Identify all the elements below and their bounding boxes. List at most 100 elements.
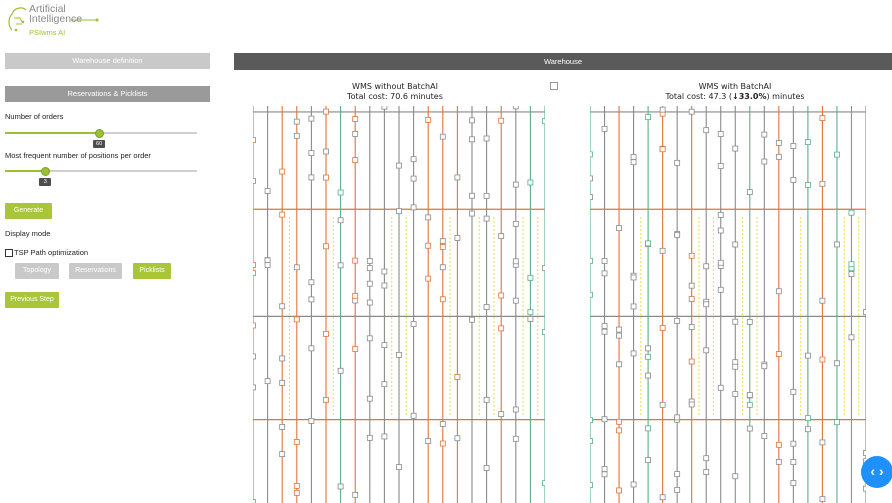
pick-marker (366, 280, 373, 287)
positions-slider-fill (5, 170, 46, 172)
pick-marker (630, 350, 637, 357)
pick-marker (601, 466, 608, 472)
pick-marker (253, 137, 256, 144)
pick-marker (819, 297, 826, 304)
pick-marker (790, 143, 797, 149)
map-layer (253, 106, 545, 503)
pick-marker (469, 136, 475, 143)
pick-marker (352, 130, 359, 137)
pick-marker (337, 217, 344, 224)
tsp-checkbox[interactable] (5, 249, 13, 257)
pick-marker (659, 106, 666, 113)
pick-marker (352, 116, 359, 122)
pick-marker (590, 291, 593, 298)
pick-marker (439, 440, 446, 447)
pick-marker (746, 189, 753, 196)
pick-marker (775, 441, 782, 448)
pick-marker (688, 252, 695, 259)
pick-marker (439, 243, 446, 250)
map-layer (590, 106, 866, 503)
pick-marker (352, 491, 359, 498)
pick-marker (659, 401, 666, 408)
pick-marker (688, 108, 695, 115)
pick-marker (469, 316, 475, 323)
pick-marker (381, 106, 388, 110)
reservations-picklists-button[interactable]: Reservations & Picklists (5, 86, 210, 102)
pick-marker (732, 363, 739, 370)
pick-marker (804, 352, 811, 359)
right-panel-cost: Total cost: 47.3 (↓33.0%) minutes (615, 92, 855, 102)
topology-button[interactable]: Topology (15, 263, 59, 279)
pick-marker (645, 425, 652, 432)
download-icon[interactable] (550, 82, 558, 90)
pick-marker (279, 211, 286, 218)
positions-slider[interactable] (5, 166, 197, 176)
pick-marker (674, 318, 681, 324)
pick-marker (483, 135, 490, 142)
pick-marker (703, 455, 710, 462)
pick-marker (732, 318, 739, 325)
pick-marker (512, 297, 519, 304)
pick-marker (645, 353, 652, 360)
picklists-button[interactable]: Picklists (133, 263, 171, 279)
pick-marker (512, 106, 519, 110)
previous-step-button[interactable]: Previous Step (5, 292, 59, 308)
pick-marker (410, 175, 417, 182)
pick-marker (703, 263, 710, 270)
pick-marker (337, 483, 344, 490)
pick-marker (308, 150, 315, 157)
pick-marker (590, 175, 593, 182)
pick-marker (746, 425, 753, 432)
pick-marker (498, 233, 505, 240)
pick-marker (717, 286, 724, 293)
orders-slider[interactable] (5, 128, 197, 138)
pick-marker (253, 322, 256, 329)
pick-marker (601, 270, 608, 277)
pick-marker (308, 418, 315, 424)
pick-marker (264, 262, 271, 268)
pick-marker (293, 489, 300, 496)
pick-marker (848, 209, 855, 216)
pick-marker (512, 181, 519, 188)
pick-marker (483, 465, 490, 471)
pick-marker (253, 177, 256, 184)
pick-marker (717, 227, 724, 234)
pick-marker (439, 133, 446, 140)
pick-marker (454, 235, 461, 241)
pick-marker (498, 117, 505, 124)
pick-marker (396, 208, 402, 215)
pick-marker (512, 220, 519, 227)
pick-marker (498, 325, 505, 332)
pick-marker (308, 345, 315, 352)
pick-marker (703, 347, 710, 354)
reservations-button[interactable]: Reservations (69, 263, 122, 279)
pick-marker (616, 326, 622, 333)
pick-marker (601, 471, 608, 478)
pick-marker (542, 480, 545, 487)
pick-marker (688, 282, 695, 289)
pick-marker (253, 499, 256, 503)
pick-marker (863, 485, 866, 492)
chevron-left-right-icon[interactable]: ‹ › (861, 456, 892, 488)
pick-marker (645, 457, 652, 464)
right-cost-prefix: Total cost: 47.3 ( (665, 92, 733, 101)
positions-slider-knob[interactable] (41, 166, 51, 176)
pick-marker (732, 241, 739, 248)
pick-marker (674, 231, 681, 238)
pick-marker (396, 464, 402, 470)
pick-marker (293, 132, 300, 139)
pick-marker (498, 292, 505, 299)
generate-button[interactable]: Generate (5, 203, 52, 219)
warehouse-definition-button[interactable]: Warehouse definition (5, 53, 210, 69)
pick-marker (790, 459, 797, 465)
pick-marker (688, 358, 695, 365)
pick-marker (352, 292, 359, 299)
pick-marker (590, 151, 593, 158)
pick-marker (601, 125, 608, 132)
pick-marker (337, 367, 344, 374)
pick-marker (819, 439, 826, 446)
pick-marker (703, 301, 710, 308)
orders-slider-knob[interactable] (95, 128, 105, 138)
pick-marker (323, 330, 329, 337)
pick-marker (790, 440, 797, 447)
